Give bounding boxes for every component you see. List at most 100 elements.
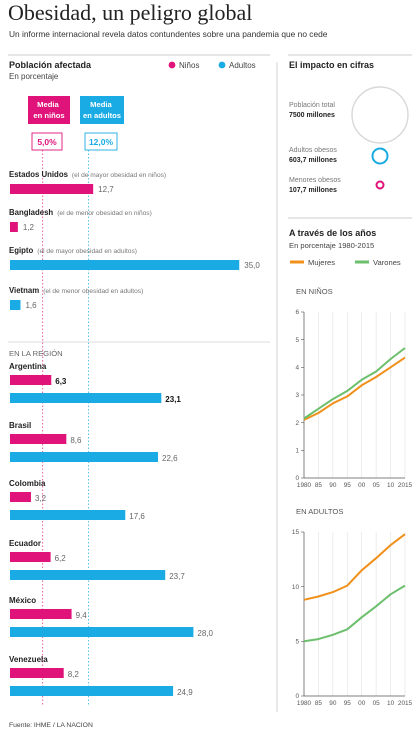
population-label: Población total — [289, 102, 335, 109]
kids-trend-chart: 1980 85 90 95 00 05 10 2015 0 1 2 3 4 5 6 — [295, 309, 412, 489]
legend-kids-swatch — [168, 61, 176, 69]
obese-kids-label: Menores obesos — [289, 177, 341, 184]
bar-value-label: 17,6 — [129, 512, 145, 521]
left-panel-unit: En porcentaje — [9, 72, 59, 81]
trend-title: A través de los años — [289, 228, 376, 238]
kids-mean-label: Media en niños — [33, 100, 64, 120]
region-label: EN LA REGIÓN — [9, 349, 63, 358]
bar-adults — [10, 393, 162, 403]
country-label: Ecuador — [9, 539, 41, 548]
bar-kids — [10, 434, 67, 444]
population-value: 7500 millones — [289, 112, 335, 119]
country-label: Estados Unidos — [9, 170, 69, 179]
legend-adults-swatch — [218, 61, 226, 69]
y-tick-label: 15 — [292, 529, 300, 536]
bar-value-label: 28,0 — [197, 629, 213, 638]
bar-kids — [10, 222, 18, 232]
country-label: Venezuela — [9, 655, 48, 664]
bar-value-label: 6,3 — [55, 377, 67, 386]
x-tick-label: 10 — [387, 482, 395, 489]
bar-kids — [10, 609, 72, 619]
bar-kids — [10, 375, 52, 385]
bar-adults — [10, 570, 166, 580]
world-rows: Estados Unidos (el de mayor obesidad en n… — [9, 170, 260, 310]
x-tick-label: 00 — [358, 482, 366, 489]
x-tick-label: 85 — [315, 700, 323, 707]
x-tick-label: 05 — [373, 700, 381, 707]
country-label: México — [9, 596, 36, 605]
x-tick-label: 85 — [315, 482, 323, 489]
adults-mean-value-box — [84, 132, 118, 151]
bar-adults — [10, 686, 174, 696]
x-tick-label: 95 — [344, 482, 352, 489]
adults-mean-callout — [80, 96, 124, 124]
series-line-women — [303, 356, 406, 421]
obese-kids-value: 107,7 millones — [289, 187, 337, 194]
x-tick-label: 10 — [387, 700, 395, 707]
x-tick-label: 00 — [358, 700, 366, 707]
bar-kids — [10, 552, 51, 562]
bar-value-label: 23,7 — [169, 572, 185, 581]
y-tick-label: 1 — [295, 448, 299, 455]
x-tick-label: 1980 — [297, 482, 312, 489]
bar-adults — [10, 627, 194, 637]
country-label: Egipto — [9, 246, 33, 255]
obese-adults-value: 603,7 millones — [289, 157, 337, 164]
y-tick-label: 0 — [295, 475, 299, 482]
bar-value-label: 35,0 — [244, 261, 260, 270]
x-tick-label: 95 — [344, 700, 352, 707]
y-tick-label: 5 — [295, 337, 299, 344]
y-tick-label: 0 — [295, 693, 299, 700]
bar-value-label: 24,9 — [177, 688, 193, 697]
series-line-men — [303, 347, 406, 420]
bar-value-label: 1,2 — [23, 223, 35, 232]
bar-value-label: 3,2 — [35, 494, 47, 503]
legend-men-label: Varones — [373, 258, 401, 267]
bar-value-label: 8,2 — [68, 670, 80, 679]
y-tick-label: 2 — [295, 420, 299, 427]
bar-adults — [10, 300, 21, 310]
left-panel-title: Población afectada — [9, 60, 92, 70]
country-label: Argentina — [9, 362, 47, 371]
country-note: (el de menor obesidad en adultos) — [43, 288, 143, 295]
country-label: Bangladesh — [9, 208, 53, 217]
legend-adults-label: Adultos — [229, 61, 256, 70]
country-note: (el de mayor obesidad en adultos) — [37, 248, 137, 255]
kids-mean-value: 5,0% — [37, 137, 57, 147]
region-rows: Argentina 6,3 23,1 Brasil 8,6 22,6 Colombia 3,2… — [9, 362, 214, 697]
bar-kids — [10, 184, 94, 194]
bar-value-label: 9,4 — [76, 611, 88, 620]
legend-kids-label: Niños — [179, 61, 199, 70]
y-tick-label: 5 — [295, 639, 299, 646]
page-subtitle: Un informe internacional revela datos co… — [9, 29, 328, 39]
x-tick-label: 1980 — [297, 700, 312, 707]
y-tick-label: 4 — [295, 365, 299, 372]
obese-kids-circle — [375, 180, 385, 190]
country-note: (el de menor obesidad en niños) — [57, 210, 152, 217]
adults-panel-label: EN ADULTOS — [296, 507, 343, 516]
x-tick-label: 05 — [373, 482, 381, 489]
bar-value-label: 6,2 — [55, 554, 67, 563]
bar-value-label: 1,6 — [25, 301, 37, 310]
bar-adults — [10, 260, 240, 270]
x-tick-label: 90 — [329, 482, 337, 489]
bar-kids — [10, 492, 31, 502]
bar-kids — [10, 668, 64, 678]
series-line-women — [303, 533, 406, 601]
adults-mean-value: 12,0% — [89, 137, 114, 147]
y-tick-label: 3 — [295, 392, 299, 399]
obese-adults-label: Adultos obesos — [289, 147, 337, 154]
country-label: Brasil — [9, 421, 31, 430]
bar-value-label: 23,1 — [165, 395, 181, 404]
x-tick-label: 2015 — [398, 700, 413, 707]
bar-adults — [10, 510, 126, 520]
country-label: Vietnam — [9, 286, 39, 295]
bar-value-label: 12,7 — [98, 185, 114, 194]
obese-adults-circle — [371, 147, 389, 165]
trend-unit: En porcentaje 1980-2015 — [289, 241, 374, 250]
legend-women-label: Mujeres — [308, 258, 335, 267]
